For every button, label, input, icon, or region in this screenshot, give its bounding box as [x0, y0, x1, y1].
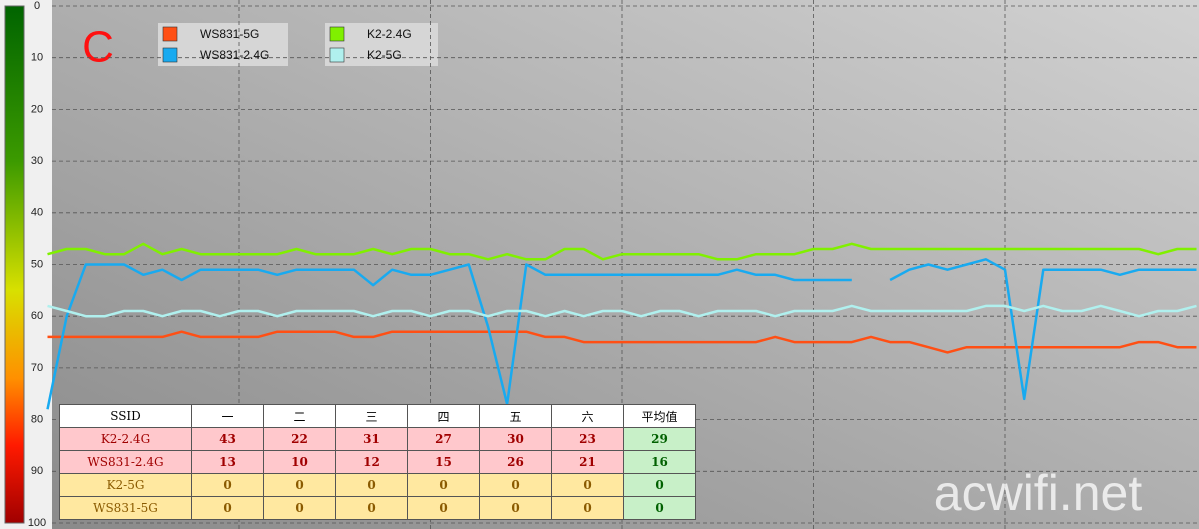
table-cell: 四 — [407, 404, 480, 428]
table-cell: 0 — [479, 473, 552, 497]
y-tick-label: 80 — [31, 414, 43, 426]
table-cell: 0 — [191, 496, 264, 520]
y-tick-label: 10 — [31, 52, 43, 64]
legend-label: K2-5G — [367, 48, 402, 62]
table-cell: 0 — [479, 496, 552, 520]
table-cell: 43 — [191, 427, 264, 451]
table-cell: 16 — [623, 450, 696, 474]
table-cell: 0 — [407, 473, 480, 497]
y-tick-label: 40 — [31, 207, 43, 219]
table-cell: 30 — [479, 427, 552, 451]
table-cell: 26 — [479, 450, 552, 474]
table-cell: 13 — [191, 450, 264, 474]
table-row: WS831-2.4G 13 10 12 15 26 21 16 — [59, 450, 696, 474]
table-cell: 三 — [335, 404, 408, 428]
table-cell: SSID — [59, 404, 192, 428]
table-cell: 22 — [263, 427, 336, 451]
series-line — [47, 304, 1197, 318]
colorbar — [4, 5, 25, 524]
table-cell: 23 — [551, 427, 624, 451]
annotation: C — [82, 23, 114, 72]
legend-swatch — [162, 47, 178, 63]
y-tick-label: 70 — [31, 362, 43, 374]
y-tick-label: 50 — [31, 258, 43, 270]
table-cell: WS831-2.4G — [59, 450, 192, 474]
legend-label: WS831-5G — [200, 27, 259, 41]
table-cell: 五 — [479, 404, 552, 428]
table-cell: 0 — [407, 496, 480, 520]
series-line — [47, 330, 1197, 354]
table-cell: 12 — [335, 450, 408, 474]
table-row: WS831-5G 0 0 0 0 0 0 0 — [59, 496, 696, 520]
table-cell: 0 — [623, 473, 696, 497]
table-cell: 15 — [407, 450, 480, 474]
table-cell: WS831-5G — [59, 496, 192, 520]
table-row: SSID 一二三四五六平均值 — [59, 404, 696, 428]
y-tick-label: 90 — [31, 465, 43, 477]
table-cell: 一 — [191, 404, 264, 428]
table-cell: 27 — [407, 427, 480, 451]
table-cell: 10 — [263, 450, 336, 474]
table-cell: 0 — [335, 473, 408, 497]
series-line — [47, 242, 1197, 261]
legend-box — [158, 23, 288, 66]
legend-label: WS831-2.4G — [200, 48, 269, 62]
table-cell: 21 — [551, 450, 624, 474]
table-cell: 平均值 — [623, 404, 696, 428]
table-cell: 0 — [335, 496, 408, 520]
y-tick-label: 60 — [31, 310, 43, 322]
y-tick-label: 0 — [34, 0, 40, 12]
table-cell: 0 — [551, 496, 624, 520]
y-tick-label: 100 — [28, 517, 46, 529]
summary-table: SSID 一二三四五六平均值 K2-2.4G 43 22 31 27 30 23 29 WS831-… — [59, 404, 696, 520]
table-cell: 六 — [551, 404, 624, 428]
series-line — [46, 258, 1197, 410]
table-cell: 0 — [551, 473, 624, 497]
table-row: K2-2.4G 43 22 31 27 30 23 29 — [59, 427, 696, 451]
table-cell: 0 — [263, 473, 336, 497]
legend-swatch — [329, 26, 345, 42]
legend-swatch — [329, 47, 345, 63]
table-cell: K2-5G — [59, 473, 192, 497]
y-tick-label: 20 — [31, 103, 43, 115]
table-cell: 29 — [623, 427, 696, 451]
y-tick-label: 30 — [31, 155, 43, 167]
legend-swatch — [162, 26, 178, 42]
watermark: acwifi.net — [934, 465, 1143, 521]
table-cell: 0 — [623, 496, 696, 520]
table-row: K2-5G 0 0 0 0 0 0 0 — [59, 473, 696, 497]
table-cell: 二 — [263, 404, 336, 428]
legend-label: K2-2.4G — [367, 27, 412, 41]
table-cell: 0 — [191, 473, 264, 497]
table-cell: K2-2.4G — [59, 427, 192, 451]
table-cell: 31 — [335, 427, 408, 451]
table-cell: 0 — [263, 496, 336, 520]
